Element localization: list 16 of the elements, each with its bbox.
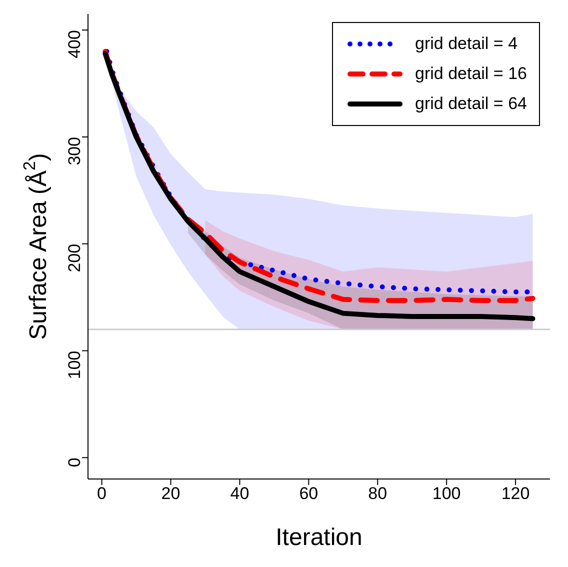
y-tick-label: 200 [65,244,84,272]
x-tick-label: 40 [230,484,250,504]
legend-label: grid detail = 16 [415,64,527,84]
legend-label: grid detail = 64 [415,94,527,114]
x-tick-label: 0 [97,484,107,504]
y-tick-label: 0 [65,458,84,468]
legend-label: grid detail = 4 [415,34,518,54]
x-tick-label: 100 [432,484,461,504]
x-axis-title: Iteration [276,524,362,551]
y-tick-label: 300 [65,136,84,166]
y-tick-label: 100 [65,350,84,380]
x-tick-label: 60 [299,484,318,504]
x-tick-label: 20 [161,484,180,504]
y-tick-label: 400 [65,30,84,58]
x-tick-label: 120 [501,484,530,504]
x-tick-label: 80 [368,484,388,504]
